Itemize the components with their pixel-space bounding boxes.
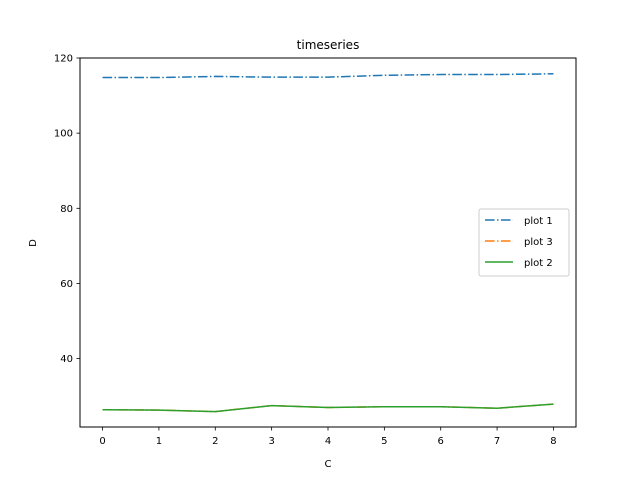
x-tick-label: 1 — [156, 436, 162, 447]
x-tick-label: 3 — [268, 436, 274, 447]
series-line-plot-2 — [102, 403, 554, 413]
chart-title: timeseries — [297, 38, 360, 52]
legend: plot 1 plot 3 plot 2 — [478, 208, 570, 277]
y-axis-ticks: 40 60 80 100 120 — [54, 54, 80, 365]
x-tick-label: 5 — [381, 436, 387, 447]
x-tick-label: 8 — [550, 436, 556, 447]
series-layer — [102, 73, 554, 413]
legend-frame — [478, 208, 570, 277]
x-tick-label: 0 — [99, 436, 105, 447]
legend-label-plot-3: plot 3 — [524, 237, 553, 248]
y-tick-label: 60 — [60, 279, 73, 290]
series-line-plot-1 — [102, 73, 554, 79]
x-tick-label: 4 — [325, 436, 331, 447]
y-tick-label: 120 — [54, 54, 73, 65]
x-tick-label: 6 — [438, 436, 444, 447]
y-tick-label: 40 — [60, 354, 73, 365]
x-tick-label: 2 — [212, 436, 218, 447]
x-axis-ticks: 0 1 2 3 4 5 6 7 8 — [99, 427, 557, 447]
legend-label-plot-2: plot 2 — [524, 258, 553, 269]
y-axis-label: D — [28, 239, 39, 247]
x-tick-label: 7 — [494, 436, 500, 447]
y-tick-label: 100 — [54, 129, 73, 140]
x-axis-label: C — [325, 459, 332, 470]
y-tick-label: 80 — [60, 204, 73, 215]
legend-label-plot-1: plot 1 — [524, 216, 553, 227]
